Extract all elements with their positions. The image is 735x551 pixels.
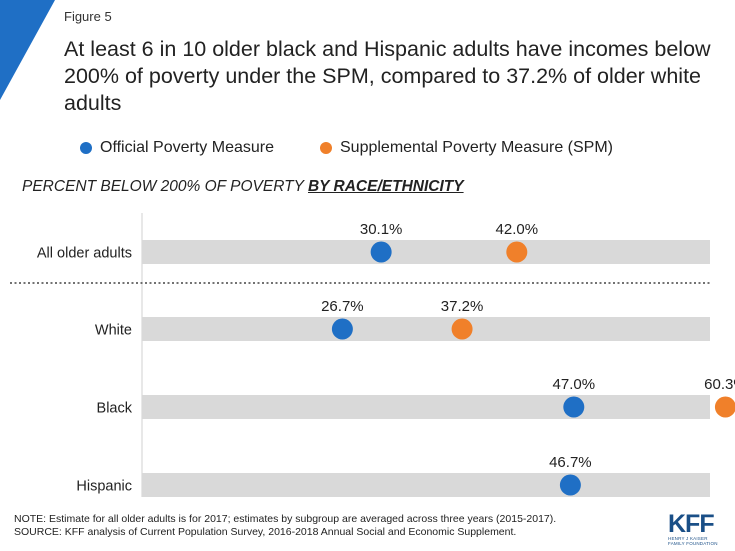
- subtitle-bold: BY RACE/ETHNICITY: [307, 178, 464, 195]
- row-track-all-older-adults: [142, 240, 710, 264]
- data-label-official-hispanic: 46.7%: [549, 454, 592, 471]
- data-point-official-white: [331, 318, 353, 340]
- data-point-spm-white: [451, 318, 473, 340]
- row-track-hispanic: [142, 473, 710, 497]
- figure-label: Figure 5: [64, 9, 112, 24]
- row-track-black: [142, 395, 710, 419]
- chart-title: At least 6 in 10 older black and Hispani…: [64, 37, 711, 115]
- subtitle-plain: PERCENT BELOW 200% OF POVERTY: [22, 178, 308, 195]
- legend-dot-official: [80, 142, 92, 154]
- chart-subtitle: PERCENT BELOW 200% OF POVERTY BY RACE/ET…: [22, 178, 464, 196]
- kff-logo: KFF HENRY J KAISER FAMILY FOUNDATION: [668, 510, 718, 547]
- data-label-spm-black: 60.3%: [704, 376, 735, 393]
- data-label-official-black: 47.0%: [553, 376, 596, 393]
- category-label-white: White: [95, 323, 132, 339]
- footnote: NOTE: Estimate for all older adults is f…: [14, 513, 556, 539]
- data-label-official-white: 26.7%: [321, 298, 364, 315]
- data-point-spm-black: [714, 396, 735, 418]
- data-label-spm-white: 37.2%: [441, 298, 484, 315]
- legend-dot-spm: [320, 142, 332, 154]
- data-point-spm-all-older-adults: [506, 241, 528, 263]
- logo-text: KFF: [668, 510, 715, 538]
- corner-decoration: [0, 0, 55, 100]
- row-track-white: [142, 317, 710, 341]
- data-label-official-all-older-adults: 30.1%: [360, 221, 403, 238]
- category-label-black: Black: [97, 401, 133, 417]
- source-text: SOURCE: KFF analysis of Current Populati…: [14, 526, 517, 538]
- data-label-spm-all-older-adults: 42.0%: [496, 221, 539, 238]
- note-text: NOTE: Estimate for all older adults is f…: [14, 513, 557, 525]
- category-label-hispanic: Hispanic: [76, 479, 132, 495]
- category-label-all-older-adults: All older adults: [37, 246, 132, 262]
- legend-label-official: Official Poverty Measure: [100, 139, 274, 156]
- data-point-official-black: [563, 396, 585, 418]
- logo-subtitle-1: HENRY J KAISER: [668, 536, 708, 541]
- logo-subtitle-2: FAMILY FOUNDATION: [668, 541, 718, 546]
- data-point-official-hispanic: [559, 474, 581, 496]
- corner-triangle: [0, 0, 55, 100]
- legend-label-spm: Supplemental Poverty Measure (SPM): [340, 139, 613, 156]
- data-point-official-all-older-adults: [370, 241, 392, 263]
